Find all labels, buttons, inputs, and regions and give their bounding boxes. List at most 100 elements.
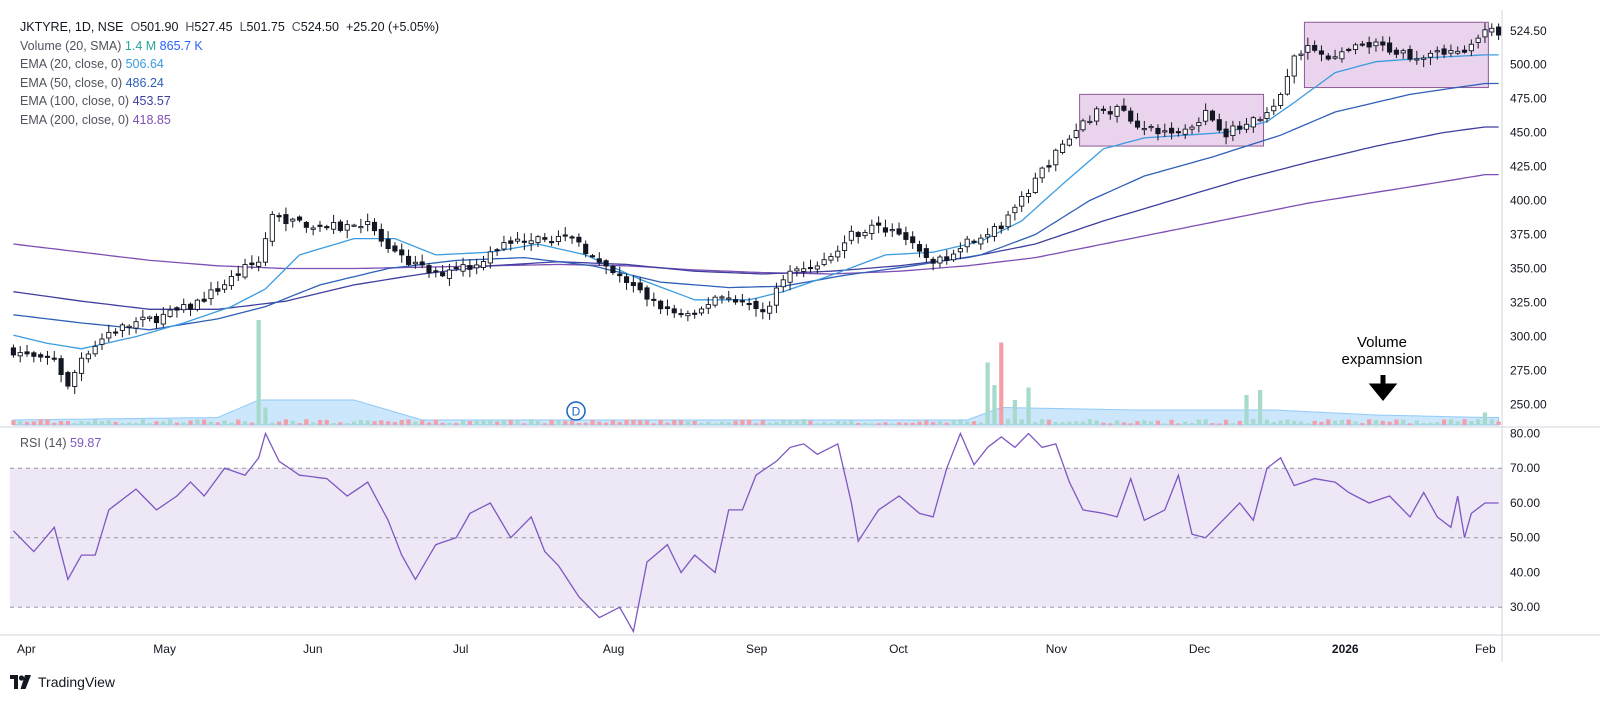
candle-up [1278, 93, 1284, 106]
high-value: 527.45 [194, 20, 233, 34]
candle-up [1414, 58, 1420, 61]
volume-bar [195, 419, 200, 425]
candle-down [971, 240, 977, 243]
candle-up [1148, 126, 1154, 129]
volume-bar [1217, 423, 1222, 425]
volume-bar [290, 420, 295, 425]
volume-bar [1367, 419, 1372, 425]
candle-up [535, 236, 541, 243]
volume-bar [822, 422, 827, 425]
volume-bar [992, 385, 997, 425]
volume-bar [590, 419, 595, 425]
candle-down [426, 265, 432, 274]
candle-up [828, 256, 834, 261]
indicator-ema200[interactable]: EMA (200, close, 0) 418.85 [20, 111, 439, 130]
volume-bar [52, 422, 57, 425]
time-tick-label: Aug [603, 642, 624, 656]
volume-bar [638, 420, 643, 425]
volume-bar [1339, 420, 1345, 425]
volume-bar [1087, 419, 1092, 425]
candle-up [1032, 177, 1038, 193]
volume-bar [753, 423, 759, 425]
volume-bar [140, 419, 145, 425]
volume-bar [208, 421, 214, 425]
volume-bar [426, 422, 432, 425]
candle-down [562, 234, 568, 237]
volume-bar [317, 420, 323, 425]
candle-down [433, 270, 439, 273]
candle-down [65, 372, 71, 387]
candle-down [664, 306, 670, 310]
low-label: L [239, 20, 247, 34]
volume-bar [38, 419, 43, 425]
volume-bar [1387, 421, 1392, 425]
candle-down [1134, 120, 1141, 128]
candle-down [249, 262, 255, 266]
volume-bar [699, 422, 704, 425]
candle-up [712, 296, 718, 306]
indicator-ema20[interactable]: EMA (20, close, 0) 506.64 [20, 55, 439, 74]
candle-up [262, 238, 269, 263]
rsi-legend[interactable]: RSI (14) 59.87 [20, 436, 101, 450]
volume-bar [1196, 419, 1201, 425]
volume-bar [903, 422, 908, 425]
candle-down [371, 221, 378, 232]
candle-down [385, 238, 391, 249]
volume-bar [1441, 419, 1447, 425]
volume-bar [1237, 420, 1242, 425]
tradingview-logo[interactable]: TradingView [10, 674, 115, 690]
indicator-ema50[interactable]: EMA (50, close, 0) 486.24 [20, 74, 439, 93]
volume-bar [1401, 419, 1406, 425]
volume-bar [481, 420, 486, 425]
candle-up [1073, 130, 1079, 138]
consolidation-boxes [1079, 21, 1489, 147]
indicator-ema100[interactable]: EMA (100, close, 0) 453.57 [20, 92, 439, 111]
candle-up [821, 259, 827, 265]
candle-up [1203, 109, 1209, 122]
volume-bar [392, 421, 398, 425]
candle-down [283, 214, 289, 225]
volume-bar [890, 423, 895, 425]
volume-bar [420, 420, 425, 425]
volume-bar [460, 420, 466, 425]
volume-bar [787, 419, 793, 425]
rsi-line [12, 431, 1499, 634]
candle-down [58, 358, 64, 375]
candle-up [862, 232, 868, 237]
candle-down [1407, 48, 1413, 60]
volume-bar [856, 422, 861, 425]
candle-down [378, 228, 384, 242]
candle-down [337, 221, 343, 231]
volume-bar [931, 421, 936, 425]
candle-up [1087, 120, 1093, 124]
volume-bar [1489, 419, 1494, 425]
candle-up [1243, 123, 1250, 130]
candle-up [1271, 105, 1277, 112]
volume-bar [474, 420, 479, 425]
time-tick-label: Nov [1046, 642, 1067, 656]
volume-bar [1448, 419, 1454, 425]
ema50-line [13, 82, 1499, 331]
candle-up [1468, 43, 1474, 52]
candle-up [1189, 126, 1195, 130]
volume-bar [767, 422, 772, 425]
volume-bar [842, 421, 847, 425]
rsi-tick-label: 70.00 [1510, 461, 1540, 475]
volume-bar [896, 422, 902, 425]
candle-down [1393, 49, 1399, 55]
volume-bar [161, 421, 166, 425]
volume-bar [1292, 420, 1297, 425]
volume-bar [876, 423, 881, 425]
candle-down [1209, 110, 1216, 121]
candle-up [344, 224, 350, 231]
volume-bar [1264, 419, 1270, 425]
volume-bar [733, 420, 738, 425]
candle-up [1060, 143, 1066, 153]
candle-down [896, 228, 902, 235]
volume-bar [1332, 420, 1338, 425]
candle-up [1066, 138, 1072, 146]
volume-bar [174, 422, 180, 425]
indicator-volume[interactable]: Volume (20, SMA) 1.4 M 865.7 K [20, 37, 439, 56]
candle-down [923, 248, 929, 258]
